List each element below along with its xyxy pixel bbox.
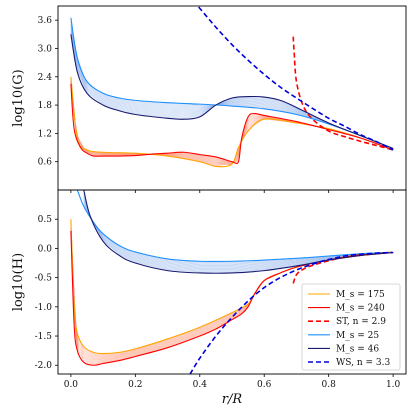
x-tick-label: 0.0 [64, 380, 79, 390]
x-tick-label: 0.6 [257, 380, 272, 390]
y-tick-label: 1.2 [38, 129, 52, 139]
series-line-ms46 [70, 34, 394, 149]
legend-label-ws: WS, n = 3.3 [336, 358, 390, 368]
y-axis-label-bottom: log10(H) [11, 253, 26, 311]
y-tick-label: 2.4 [38, 73, 53, 83]
legend: M_s = 175 M_s = 240 ST, n = 2.9 M_s = 25 M_s… [301, 283, 401, 371]
legend-label-ms175: M_s = 175 [336, 290, 385, 300]
legend-label-ms240: M_s = 240 [336, 304, 385, 314]
y-tick-label: -1.5 [35, 332, 53, 342]
series-line-ms240 [70, 230, 394, 366]
series-line-ms25 [70, 17, 394, 149]
series-line-ms240 [70, 83, 394, 165]
x-tick-label: 0.2 [128, 380, 142, 390]
y-axis-label-top: log10(G) [11, 69, 26, 126]
series-line-st [292, 36, 394, 151]
x-ticks: 0.0 0.2 0.4 0.6 0.8 1.0 [64, 190, 401, 390]
y-tick-label: 3.0 [38, 44, 53, 54]
legend-label-ms46: M_s = 46 [336, 344, 379, 354]
series-line-ws [196, 6, 394, 151]
y-ticks-top: 0.6 1.2 1.8 2.4 3.0 3.6 [38, 16, 58, 168]
series-line-ms25 [76, 190, 394, 263]
plot-frame-bottom [57, 189, 407, 375]
legend-label-ms25: M_s = 25 [336, 331, 379, 341]
y-tick-label: 0.5 [38, 215, 53, 225]
y-tick-label: 0.0 [38, 244, 53, 254]
y-ticks-bottom: -2.0 -1.5 -1.0 -0.5 0.0 0.5 [35, 215, 58, 371]
y-tick-label: -1.0 [35, 303, 53, 313]
y-tick-label: 1.8 [38, 101, 53, 111]
y-tick-label: -0.5 [35, 274, 53, 284]
series-line-ws [189, 251, 394, 374]
x-tick-label: 0.4 [193, 380, 208, 390]
panel-log-h: -2.0 -1.5 -1.0 -0.5 0.0 0.5 log10(H) [11, 189, 407, 375]
x-axis-label: r/R [222, 392, 243, 407]
series-bottom [70, 190, 394, 374]
y-tick-label: -2.0 [35, 361, 53, 371]
y-tick-label: 3.6 [38, 16, 53, 26]
y-tick-label: 0.6 [38, 158, 53, 168]
legend-label-st: ST, n = 2.9 [336, 317, 386, 327]
panel-log-g: 0.6 1.2 1.8 2.4 3.0 3.6 log10(G) [11, 5, 407, 191]
x-tick-label: 1.0 [386, 380, 401, 390]
series-top [70, 6, 394, 168]
x-tick-label: 0.8 [322, 380, 337, 390]
